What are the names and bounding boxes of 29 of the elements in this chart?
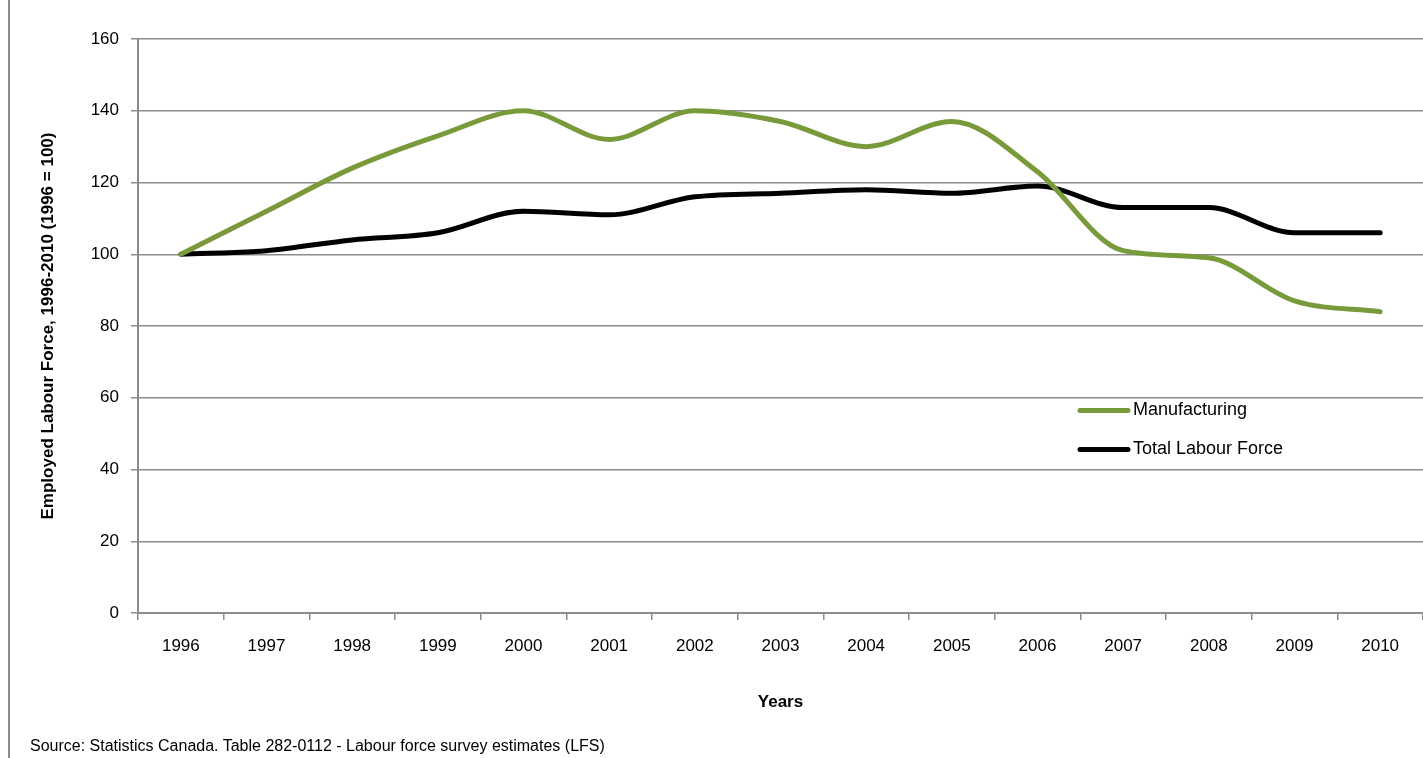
y-tick-label: 40 [100, 459, 119, 479]
x-tick-label: 2007 [1104, 635, 1143, 655]
y-tick-label: 80 [100, 315, 119, 335]
y-tick-label: 60 [100, 387, 119, 407]
legend-label: Manufacturing [1133, 399, 1248, 420]
y-tick-label: 100 [90, 243, 119, 263]
x-tick-label: 1999 [418, 635, 457, 655]
x-tick-label: 2004 [847, 635, 886, 655]
y-tick-label: 160 [90, 28, 119, 48]
y-axis-title: Employed Labour Force, 1996-2010 (1996 = 100) [37, 132, 57, 520]
y-tick-label: 0 [109, 602, 119, 622]
x-tick-label: 2003 [761, 635, 800, 655]
x-tick-label: 2008 [1189, 635, 1228, 655]
x-tick-label: 2000 [504, 635, 543, 655]
x-tick-label: 2001 [590, 635, 629, 655]
x-tick-label: 2006 [1018, 635, 1057, 655]
x-tick-label: 2002 [675, 635, 714, 655]
x-tick-label: 1996 [161, 635, 200, 655]
y-tick-label: 20 [100, 530, 119, 550]
x-tick-label: 2010 [1361, 635, 1400, 655]
y-tick-label: 140 [90, 100, 119, 120]
source-note: Source: Statistics Canada. Table 282-0112 - Labour force survey estimates (LFS) [30, 737, 605, 755]
y-tick-label: 120 [90, 172, 119, 192]
x-axis-title: Years [757, 692, 804, 712]
x-tick-label: 1997 [247, 635, 286, 655]
legend-label: Total Labour Force [1133, 438, 1284, 459]
x-tick-label: 2005 [932, 635, 971, 655]
x-tick-label: 2009 [1275, 635, 1314, 655]
x-tick-label: 1998 [333, 635, 372, 655]
